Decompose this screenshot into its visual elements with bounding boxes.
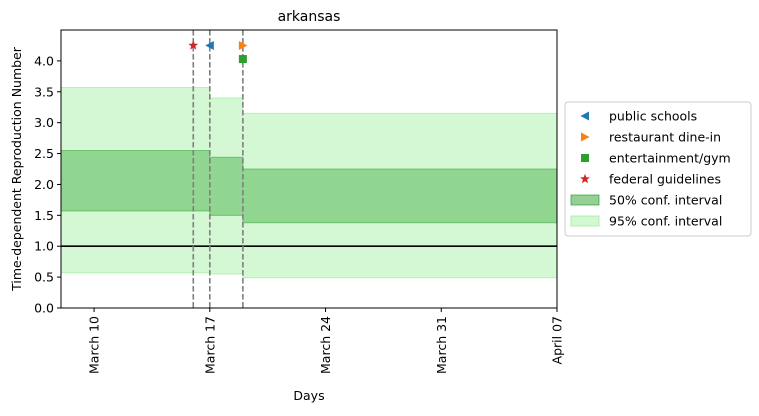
legend-label: 95% conf. interval [609, 214, 722, 229]
event-marker-restaurant-dine-in [238, 40, 248, 50]
y-tick-label: 0.0 [34, 301, 54, 316]
x-tick-label: March 31 [434, 316, 449, 374]
legend-marker [581, 154, 589, 162]
y-tick-label: 2.0 [34, 177, 54, 192]
y-tick-label: 3.0 [34, 115, 54, 130]
legend-label: restaurant dine-in [609, 130, 721, 145]
y-tick-label: 1.0 [34, 239, 54, 254]
legend-label: public schools [609, 109, 697, 124]
y-axis-title: Time-dependent Reproduction Number [9, 46, 24, 292]
legend-marker [580, 173, 590, 184]
x-axis-title: Days [293, 388, 324, 403]
y-tick-label: 2.5 [34, 146, 54, 161]
x-tick-label: March 10 [87, 316, 102, 374]
event-marker-public-schools [205, 40, 214, 50]
x-tick-label: March 17 [202, 316, 217, 374]
event-marker-entertainment-gym [238, 55, 247, 64]
plot-frame [60, 29, 558, 309]
legend-box [564, 101, 752, 237]
y-tick-label: 0.5 [34, 270, 54, 285]
x-tick-label: April 07 [550, 316, 565, 364]
legend-label: federal guidelines [609, 172, 721, 187]
legend-patch [570, 194, 600, 206]
y-tick-label: 3.5 [34, 84, 54, 99]
legend-label: 50% conf. interval [609, 193, 722, 208]
y-tick-label: 1.5 [34, 208, 54, 223]
y-tick-label: 4.0 [34, 53, 54, 68]
legend-patch [570, 215, 600, 227]
legend-marker [581, 132, 590, 142]
plot-area [61, 30, 557, 308]
chart-title: arkansas [278, 9, 341, 25]
legend-marker [580, 111, 589, 121]
legend-label: entertainment/gym [609, 151, 731, 166]
event-marker-federal-guidelines [188, 40, 199, 50]
x-tick-label: March 24 [318, 316, 333, 374]
legend: public schools restaurant dine-in entertai… [564, 101, 752, 237]
